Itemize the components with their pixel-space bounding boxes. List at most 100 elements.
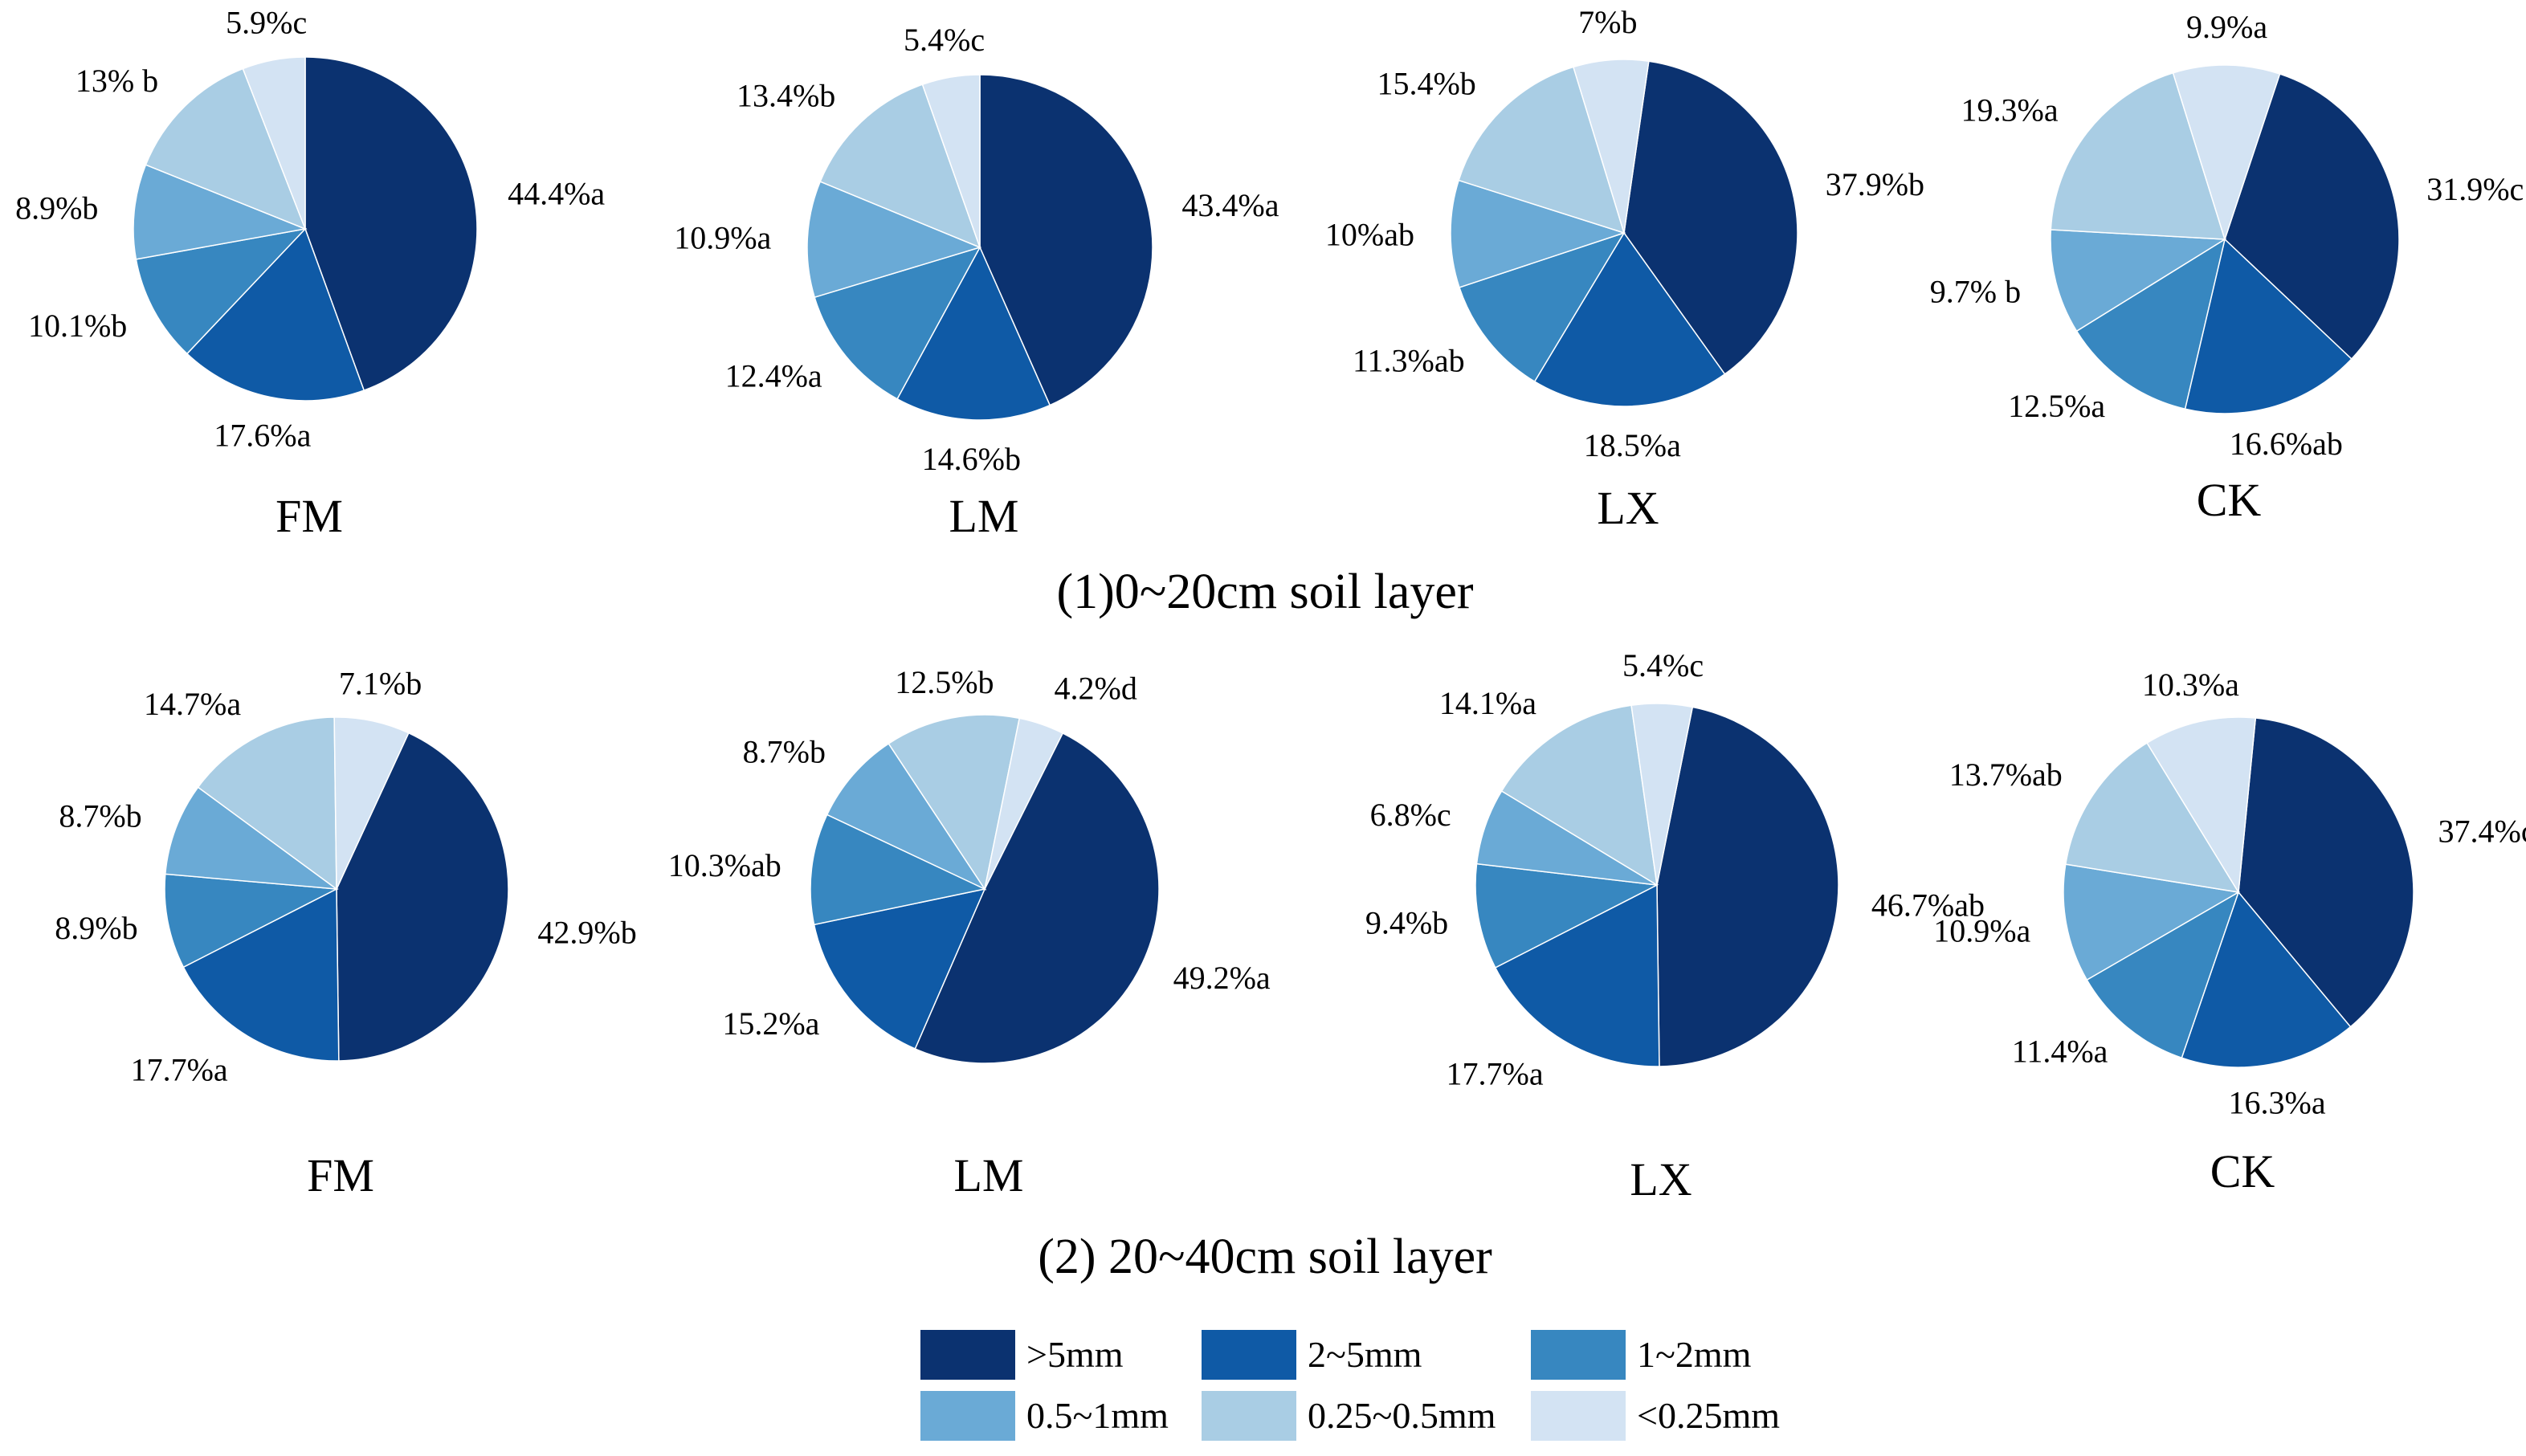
slice-label-ck-2: 11.4%a: [2012, 1034, 2108, 1070]
pie-slice-ck-2: [2075, 238, 2226, 410]
pie-slice-lm-1: [813, 887, 986, 1050]
slice-label-lm-4: 13.4%b: [737, 78, 835, 114]
slice-label-lx-4: 14.1%a: [1439, 685, 1536, 721]
row-title-0-20cm: (1)0~20cm soil layer: [1056, 565, 1473, 619]
slice-label-fm-3: 8.7%b: [59, 798, 141, 834]
slice-label-lm-0: 49.2%a: [1173, 960, 1271, 996]
pie-slice-lx-1: [1533, 231, 1726, 407]
pie-name-lx: LX: [1630, 1153, 1691, 1205]
pie-slice-lx-2: [1459, 231, 1626, 383]
legend-swatch-3: [920, 1391, 1015, 1441]
slice-label-lx-1: 17.7%a: [1447, 1056, 1544, 1092]
slice-label-fm-0: 44.4%a: [508, 176, 605, 212]
pie-slice-fm-2: [164, 873, 339, 969]
slice-label-fm-0: 42.9%b: [537, 914, 636, 950]
pie-slice-fm-5: [242, 56, 306, 230]
pie-name-ck: CK: [2197, 474, 2262, 526]
row-title-20-40cm: (2) 20~40cm soil layer: [1038, 1230, 1492, 1284]
legend-swatch-0: [920, 1330, 1015, 1380]
pie-slice-fm-1: [182, 887, 340, 1062]
legend-swatch-5: [1531, 1391, 1626, 1441]
pie-name-lm: LM: [954, 1149, 1024, 1201]
slice-label-ck-5: 9.9%a: [2186, 9, 2267, 45]
legend-swatch-2: [1531, 1330, 1626, 1380]
slice-label-fm-2: 10.1%b: [28, 308, 127, 344]
pie-slice-fm-1: [186, 227, 365, 402]
pie-slice-ck-0: [2224, 73, 2400, 361]
pie-slice-lm-0: [914, 732, 1160, 1064]
pie-lm-row-0: 43.4%a 14.6%b 12.4%a 10.9%a 13.4%b 5.4%c LM: [674, 22, 1279, 542]
pie-slice-lm-3: [806, 181, 982, 299]
pie-slice-fm-5: [333, 716, 410, 890]
slice-label-lx-5: 5.4%c: [1622, 647, 1704, 683]
legend-label-5: <0.25mm: [1637, 1395, 1780, 1436]
pie-slice-fm-4: [145, 67, 307, 230]
slice-label-lx-3: 6.8%c: [1370, 797, 1451, 833]
pie-slice-lm-5: [984, 717, 1064, 890]
pie-fm-row-0: 44.4%a 17.6%a 10.1%b 8.9%b 13% b 5.9%c FM: [15, 5, 605, 543]
slice-label-fm-2: 8.9%b: [55, 910, 137, 946]
slice-label-lx-1: 18.5%a: [1584, 427, 1681, 463]
pie-slice-fm-2: [135, 227, 308, 355]
pie-slice-lx-3: [1450, 179, 1626, 288]
pie-name-fm: FM: [275, 490, 343, 542]
pie-slice-lx-5: [1630, 703, 1694, 886]
pie-fm-row-1: 42.9%b 17.7%a 8.9%b 8.7%b 14.7%a 7.1%b FM: [55, 666, 636, 1201]
pie-slice-lx-0: [1623, 60, 1798, 375]
pie-slice-fm-0: [304, 56, 478, 392]
chart-legend: >5mm 2~5mm 1~2mm 0.5~1mm 0.25~0.5mm <0.25mm: [920, 1330, 1780, 1441]
slice-label-lm-4: 12.5%b: [895, 664, 994, 700]
pie-name-fm: FM: [307, 1149, 374, 1201]
pie-ck-row-1: 37.4%c 16.3%a 11.4%a 10.9%a 13.7%ab 10.3%a CK: [1933, 667, 2526, 1197]
pie-slice-lm-4: [888, 714, 1021, 891]
pie-slice-fm-0: [336, 732, 509, 1062]
pie-slice-ck-4: [2050, 71, 2226, 240]
pie-name-ck: CK: [2210, 1145, 2275, 1197]
pie-name-lx: LX: [1597, 482, 1659, 534]
pie-slice-fm-4: [197, 716, 337, 891]
slice-label-ck-4: 13.7%ab: [1949, 757, 2063, 793]
slice-label-ck-1: 16.6%ab: [2230, 426, 2343, 462]
slice-label-fm-1: 17.7%a: [131, 1051, 228, 1087]
legend-label-4: 0.25~0.5mm: [1308, 1395, 1496, 1436]
legend-label-3: 0.5~1mm: [1026, 1395, 1169, 1436]
slice-label-lx-4: 15.4%b: [1377, 66, 1475, 102]
pie-ck-row-0: 31.9%c 16.6%ab 12.5%a 9.7% b 19.3%a 9.9%a CK: [1930, 9, 2524, 526]
pie-name-lm: LM: [949, 490, 1019, 542]
pie-slice-ck-2: [2086, 891, 2240, 1059]
slice-label-ck-0: 31.9%c: [2426, 171, 2524, 207]
slice-label-lx-0: 37.9%b: [1826, 166, 1924, 202]
pie-slice-lm-0: [979, 74, 1153, 406]
pie-slice-lx-4: [1458, 66, 1626, 235]
pie-slice-ck-4: [2064, 742, 2240, 894]
pie-slice-ck-3: [2050, 229, 2227, 332]
pie-slice-lx-4: [1500, 704, 1658, 887]
legend-swatch-4: [1202, 1391, 1296, 1441]
pie-slice-fm-3: [164, 786, 339, 890]
legend-label-0: >5mm: [1026, 1334, 1124, 1375]
pie-slice-fm-3: [133, 164, 308, 260]
slice-label-lm-3: 10.9%a: [674, 219, 771, 255]
slice-label-fm-4: 13% b: [75, 63, 158, 99]
slice-label-ck-2: 12.5%a: [2008, 388, 2105, 424]
pie-slice-lm-4: [819, 84, 981, 249]
slice-label-lm-0: 43.4%a: [1181, 187, 1279, 223]
pie-lm-row-1: 49.2%a 15.2%a 10.3%ab 8.7%b 12.5%b 4.2%d LM: [668, 664, 1271, 1201]
pie-lx-row-1: 46.7%ab 17.7%a 9.4%b 6.8%c 14.1%a 5.4%c LX: [1365, 647, 1985, 1205]
pie-slice-ck-3: [2063, 863, 2241, 981]
slice-label-lx-0: 46.7%ab: [1871, 887, 1985, 924]
slice-label-ck-4: 19.3%a: [1961, 92, 2059, 128]
slice-label-lx-2: 11.3%ab: [1353, 343, 1465, 379]
legend-label-2: 1~2mm: [1637, 1334, 1752, 1375]
slice-label-ck-1: 16.3%a: [2229, 1085, 2326, 1121]
pie-slice-ck-5: [2146, 716, 2257, 895]
row-1-chart-group: 42.9%b 17.7%a 8.9%b 8.7%b 14.7%a 7.1%b FM 49.2%…: [55, 647, 2526, 1205]
pie-slice-lx-0: [1656, 706, 1839, 1067]
slice-label-fm-1: 17.6%a: [214, 418, 311, 454]
slice-label-ck-3: 10.9%a: [1933, 913, 2030, 949]
slice-label-lm-5: 4.2%d: [1055, 671, 1137, 707]
slice-label-lm-2: 10.3%ab: [668, 847, 781, 883]
pie-slice-ck-5: [2172, 64, 2281, 242]
slice-label-lx-5: 7%b: [1578, 4, 1637, 40]
slice-label-lm-1: 14.6%b: [922, 441, 1021, 477]
